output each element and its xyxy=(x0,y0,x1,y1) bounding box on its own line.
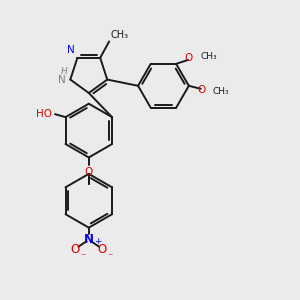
Text: N: N xyxy=(67,46,75,56)
Text: CH₃: CH₃ xyxy=(110,30,128,40)
Text: O: O xyxy=(185,53,193,63)
Text: ⁻: ⁻ xyxy=(81,252,86,262)
Text: ⁻: ⁻ xyxy=(108,252,113,262)
Text: N: N xyxy=(58,75,65,85)
Text: O: O xyxy=(71,243,80,256)
Text: +: + xyxy=(94,237,102,246)
Text: O: O xyxy=(98,243,107,256)
Text: O: O xyxy=(85,167,93,177)
Text: H: H xyxy=(60,67,67,76)
Text: HO: HO xyxy=(36,109,52,118)
Text: CH₃: CH₃ xyxy=(213,87,229,96)
Text: CH₃: CH₃ xyxy=(200,52,217,62)
Text: N: N xyxy=(84,233,94,246)
Text: O: O xyxy=(197,85,206,95)
